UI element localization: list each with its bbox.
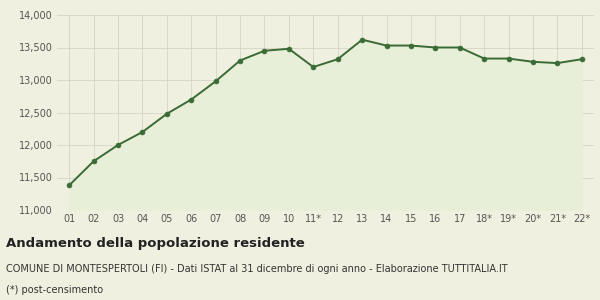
- Text: COMUNE DI MONTESPERTOLI (FI) - Dati ISTAT al 31 dicembre di ogni anno - Elaboraz: COMUNE DI MONTESPERTOLI (FI) - Dati ISTA…: [6, 264, 508, 274]
- Text: (*) post-censimento: (*) post-censimento: [6, 285, 103, 295]
- Text: Andamento della popolazione residente: Andamento della popolazione residente: [6, 237, 305, 250]
